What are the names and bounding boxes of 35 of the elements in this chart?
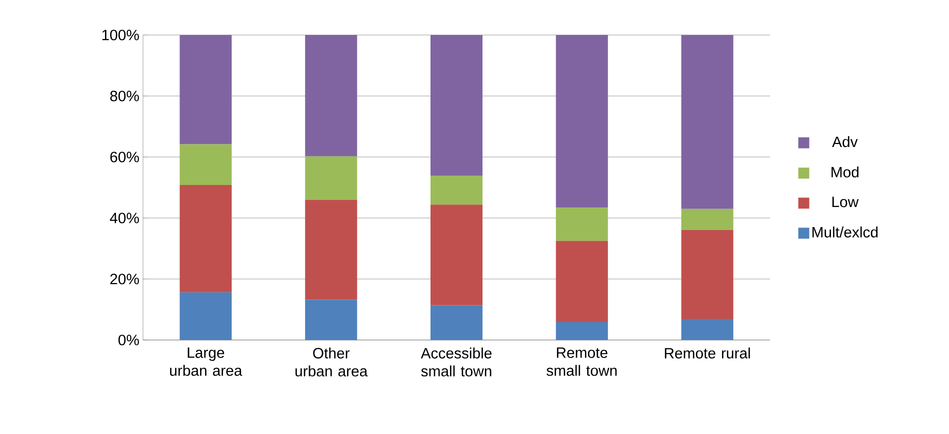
bar xyxy=(305,200,358,300)
bar xyxy=(556,34,608,208)
y-tick-label: 20% xyxy=(110,274,139,284)
legend-label: Mod xyxy=(832,166,858,178)
bar xyxy=(430,34,483,176)
bar xyxy=(180,185,232,292)
bar xyxy=(180,292,232,340)
y-tick-label: 100% xyxy=(102,30,139,40)
bar xyxy=(556,208,608,241)
y-tick-label: 0% xyxy=(118,334,139,346)
y-tick-label: 60% xyxy=(110,152,139,162)
x-tick-label: Other urban area xyxy=(296,348,368,376)
bar xyxy=(681,208,734,230)
x-tick-label: Remote rural xyxy=(664,348,750,358)
y-tick-label: 80% xyxy=(110,90,139,102)
bar xyxy=(556,322,608,340)
bar xyxy=(556,240,608,322)
bar xyxy=(681,34,734,209)
x-tick-label: Accessible small town xyxy=(420,348,492,376)
bar xyxy=(430,204,483,306)
bar xyxy=(681,318,734,340)
bar xyxy=(305,156,358,200)
legend-label: Low xyxy=(832,196,859,208)
bar xyxy=(180,34,232,144)
x-tick-label: Remote small town xyxy=(546,348,617,376)
bar xyxy=(305,34,358,156)
bar xyxy=(305,300,358,340)
legend-label: Mult/exlcd xyxy=(812,226,878,238)
y-tick-label: 40% xyxy=(110,212,139,224)
bar xyxy=(681,230,734,319)
bar xyxy=(430,305,483,340)
bar xyxy=(430,176,483,205)
x-tick-label: Large urban area xyxy=(170,348,242,376)
legend-label: Adv xyxy=(832,136,858,148)
bar xyxy=(180,144,232,186)
